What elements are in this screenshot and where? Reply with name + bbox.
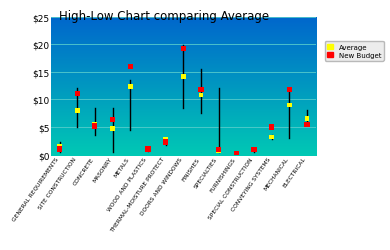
Text: High-Low Chart comparing Average: High-Low Chart comparing Average: [59, 10, 269, 23]
Point: [127, 65, 133, 69]
Point: [216, 148, 222, 152]
Point: [163, 138, 169, 141]
Point: [304, 117, 310, 121]
Point: [198, 88, 204, 92]
Point: [74, 109, 80, 113]
Point: [92, 124, 98, 128]
Point: [286, 88, 292, 92]
Point: [127, 85, 133, 89]
Point: [145, 148, 151, 152]
Point: [180, 75, 186, 79]
Point: [110, 127, 116, 131]
Point: [233, 152, 239, 156]
Point: [180, 48, 186, 52]
Point: [145, 148, 151, 152]
Point: [92, 123, 98, 127]
Point: [110, 118, 116, 122]
Point: [269, 126, 275, 130]
Point: [251, 148, 257, 152]
Point: [233, 152, 239, 156]
Point: [57, 145, 63, 149]
Point: [269, 136, 275, 140]
Point: [251, 148, 257, 152]
Point: [198, 94, 204, 98]
Point: [74, 92, 80, 96]
Point: [216, 148, 222, 152]
Point: [286, 104, 292, 108]
Point: [57, 148, 63, 152]
Point: [163, 140, 169, 144]
Point: [304, 123, 310, 127]
Legend: Average, New Budget: Average, New Budget: [325, 42, 384, 61]
